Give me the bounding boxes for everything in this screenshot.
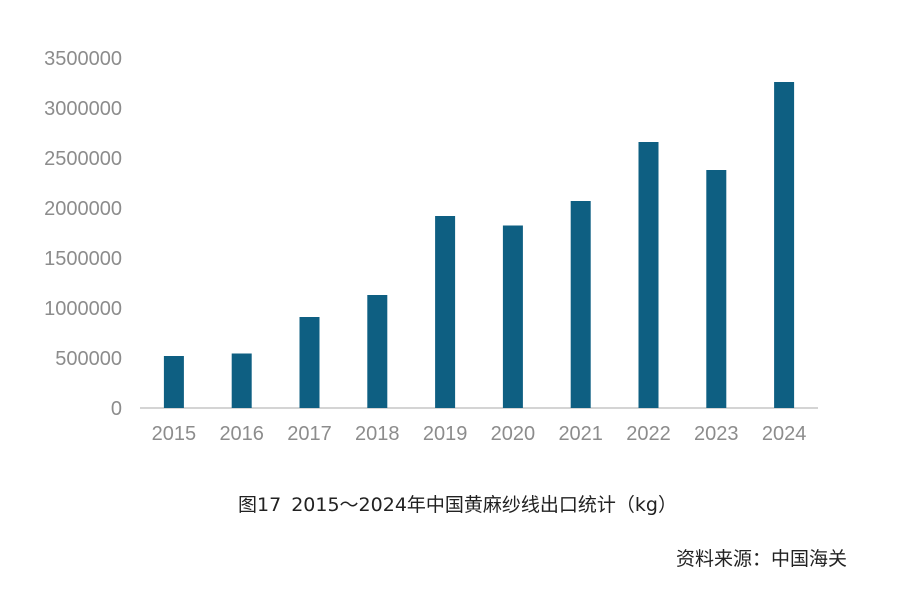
bar-2016 [231,353,252,408]
y-tick-label: 1000000 [44,298,122,320]
x-tick-label: 2023 [694,423,739,445]
x-tick-label: 2022 [626,423,671,445]
y-tick-label: 0 [111,398,122,420]
y-tick-label: 1500000 [44,248,122,270]
bar-2021 [570,201,591,408]
x-axis-ticks: 2015 2016 2017 2018 2019 2020 2021 2022 2023 2024 [152,423,807,445]
figure-title: 2015～2024年中国黄麻纱线出口统计（kg） [291,494,677,516]
data-source: 资料来源：中国海关 [675,548,847,570]
bar-2022 [638,142,659,408]
x-tick-label: 2024 [762,423,807,445]
bar-2023 [706,170,727,408]
bar-2019 [435,216,456,408]
x-tick-label: 2019 [423,423,468,445]
x-tick-label: 2021 [558,423,603,445]
y-tick-label: 500000 [55,348,122,370]
x-tick-label: 2020 [491,423,536,445]
bar-2015 [163,356,184,408]
bar-2020 [502,225,523,408]
figure-number: 图17 [238,494,282,516]
y-tick-label: 3500000 [44,48,122,70]
bar-2017 [299,317,320,408]
y-tick-label: 3000000 [44,98,122,120]
x-tick-label: 2016 [219,423,264,445]
y-tick-label: 2500000 [44,148,122,170]
bars [163,82,795,408]
x-tick-label: 2015 [152,423,197,445]
x-tick-label: 2018 [355,423,400,445]
x-tick-label: 2017 [287,423,332,445]
y-tick-label: 2000000 [44,198,122,220]
bar-chart: 0 500000 1000000 1500000 2000000 2500000 30000… [44,48,818,445]
bar-2024 [774,82,795,408]
figure-caption: 图17 2015～2024年中国黄麻纱线出口统计（kg） [0,490,915,517]
y-axis-ticks: 0 500000 1000000 1500000 2000000 2500000 30000… [44,48,122,420]
bar-2018 [367,295,388,408]
